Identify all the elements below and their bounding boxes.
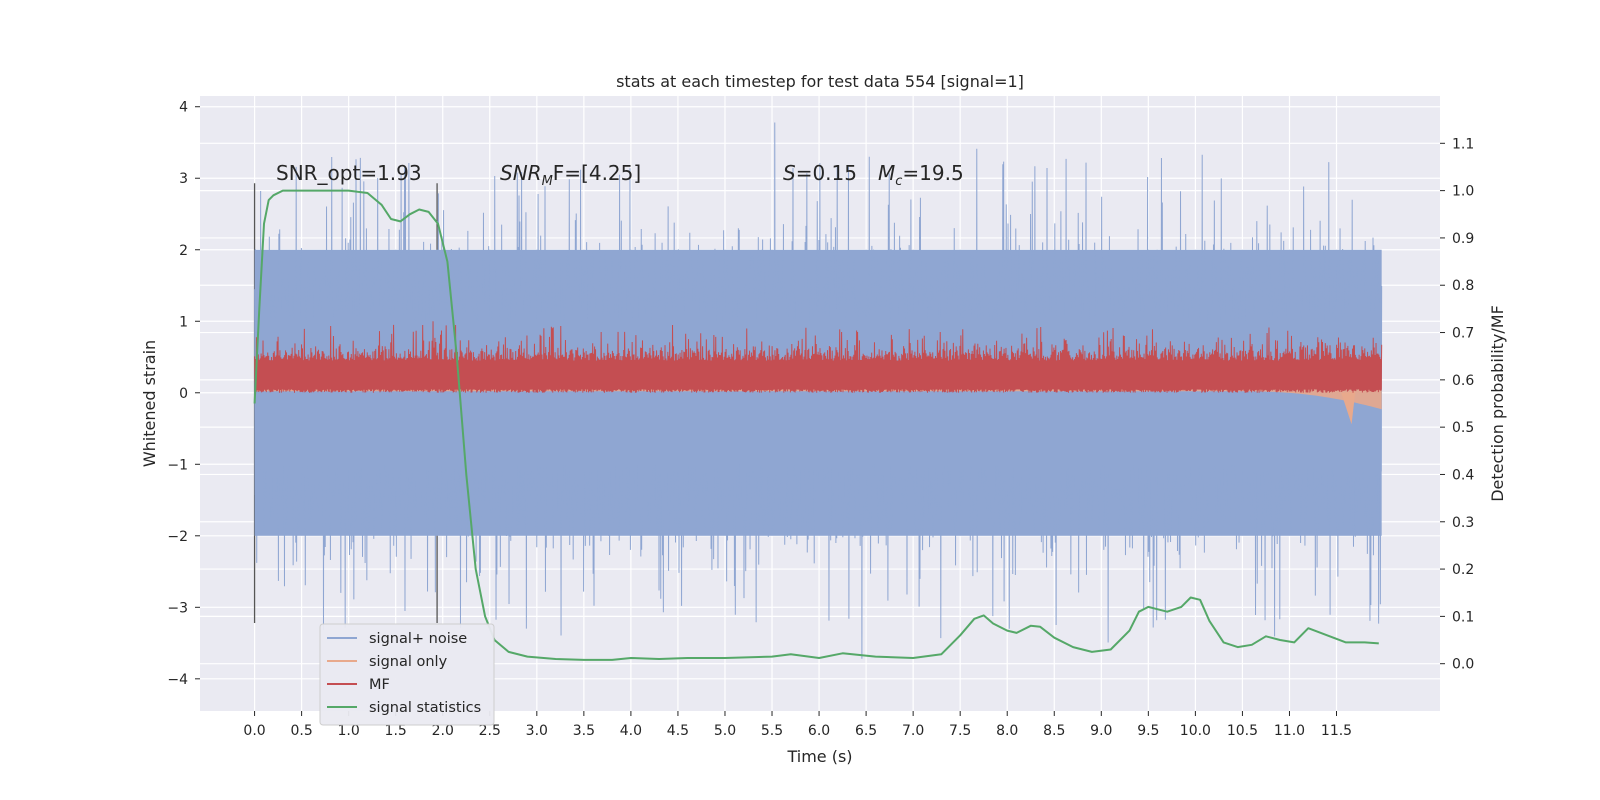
x-tick-label: 9.0: [1090, 723, 1112, 739]
y-tick-label: 2: [179, 243, 188, 259]
x-tick-label: 8.0: [996, 723, 1018, 739]
x-tick-label: 3.5: [573, 723, 595, 739]
x-tick-label: 1.5: [385, 723, 407, 739]
x-tick-label: 11.5: [1321, 723, 1352, 739]
y-right-tick-label: 0.9: [1452, 231, 1474, 247]
y-right-axis-label: Detection probability/MF: [1488, 305, 1507, 502]
x-tick-label: 2.5: [479, 723, 501, 739]
series-layer: [253, 122, 1383, 661]
legend-box: [319, 623, 495, 726]
y-tick-label: 0: [179, 386, 188, 402]
y-right-tick-label: 0.1: [1452, 609, 1474, 625]
legend-entry: signal+ noise: [369, 631, 467, 647]
x-tick-label: 6.0: [808, 723, 830, 739]
y-axis-label: Whitened strain: [140, 340, 159, 467]
y-right-tick-label: 0.5: [1452, 420, 1474, 436]
x-tick-label: 9.5: [1137, 723, 1159, 739]
annotation-snr-mf: SNRMF=[4.25]: [500, 161, 641, 189]
x-tick-label: 2.0: [432, 723, 454, 739]
chart-title: stats at each timestep for test data 554…: [616, 72, 1024, 91]
y-right-tick-label: 0.8: [1452, 278, 1474, 294]
y-tick-label: −1: [167, 457, 188, 473]
x-tick-label: 4.5: [667, 723, 689, 739]
x-tick-label: 8.5: [1043, 723, 1065, 739]
y-right-tick-label: 0.0: [1452, 657, 1474, 673]
legend-entry: signal only: [369, 654, 448, 670]
y-tick-label: −4: [167, 672, 188, 688]
x-tick-label: 3.0: [526, 723, 548, 739]
y-right-tick-label: 0.2: [1452, 562, 1474, 578]
y-tick-label: 1: [179, 314, 188, 330]
x-tick-label: 7.5: [949, 723, 971, 739]
signal-only-dip: [1341, 391, 1356, 425]
mf-line: [254, 321, 1383, 393]
x-tick-label: 0.5: [290, 723, 312, 739]
x-tick-label: 10.5: [1227, 723, 1258, 739]
x-tick-label: 11.0: [1274, 723, 1305, 739]
legend-entry: signal statistics: [369, 700, 481, 716]
annotation-s: S=0.15: [783, 161, 857, 185]
legend: signal+ noise signal only MF signal statist…: [319, 623, 495, 726]
x-axis-label: Time (s): [786, 747, 852, 766]
x-tick-label: 0.0: [243, 723, 265, 739]
x-tick-label: 5.5: [761, 723, 783, 739]
x-tick-label: 1.0: [338, 723, 360, 739]
x-tick-label: 5.0: [714, 723, 736, 739]
x-tick-label: 7.0: [902, 723, 924, 739]
y-tick-label: 3: [179, 171, 188, 187]
y-tick-label: −3: [167, 600, 188, 616]
x-tick-label: 6.5: [855, 723, 877, 739]
x-tick-label: 10.0: [1180, 723, 1211, 739]
signal-statistics-line: [253, 189, 1379, 661]
annotations: SNR_opt=1.93 SNRMF=[4.25] S=0.15 Mc=19.5: [276, 161, 964, 189]
y-right-tick-label: 0.7: [1452, 326, 1474, 342]
y-right-tick-label: 0.3: [1452, 515, 1474, 531]
y-right-tick-label: 0.4: [1452, 467, 1474, 483]
x-tick-labels: 0.0 0.5 1.0 1.5 2.0 2.5 3.0 3.5 4.0 4.5 5.0 5.5 6.0 6…: [243, 711, 1352, 739]
annotation-mc: Mc=19.5: [878, 161, 964, 189]
y-right-tick-labels: 0.0 0.1 0.2 0.3 0.4 0.5 0.6 0.7 0.8 0.9 1.0 1.1: [1440, 136, 1474, 673]
y-right-tick-label: 1.1: [1452, 136, 1474, 152]
y-tick-label: −2: [167, 529, 188, 545]
y-right-tick-label: 0.6: [1452, 373, 1474, 389]
x-tick-label: 4.0: [620, 723, 642, 739]
y-tick-label: 4: [179, 100, 188, 116]
y-right-tick-label: 1.0: [1452, 184, 1474, 200]
y-tick-labels: −4 −3 −2 −1 0 1 2 3 4: [167, 100, 200, 688]
annotation-snr-opt: SNR_opt=1.93: [276, 161, 422, 185]
legend-entry: MF: [369, 677, 390, 693]
signal-noise-line: [254, 122, 1383, 659]
